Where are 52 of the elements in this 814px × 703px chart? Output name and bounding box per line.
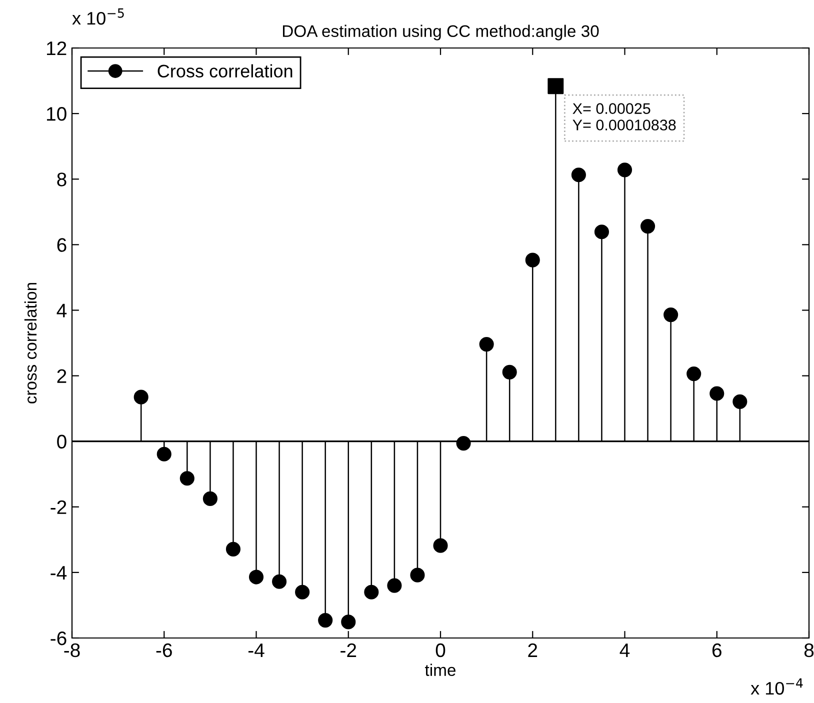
y-tick-label: 6 [57,238,66,252]
x-tick-label: -4 [248,644,264,657]
x-tick-label: -6 [156,643,172,658]
x-tick-label: 6 [712,643,722,658]
point [710,386,724,401]
y-tick-label: 12 [46,41,66,56]
point [664,308,678,322]
point [272,574,287,589]
x-tick-label: -2 [340,643,356,657]
point [640,219,656,234]
x-tick-label: 4 [620,644,630,657]
text: x 10$^{−4}$ [750,678,803,695]
y-tick-label: -4 [50,566,67,580]
annotation: X= 0.00025 Y= 0.00010838 [572,103,676,130]
y-tick-label: -6 [50,631,66,646]
y-tick-label: 0 [57,434,66,449]
point [525,252,540,268]
y-tick-label: 10 [46,107,66,121]
chart-title: DOA estimation using CC method:angle 30 [282,24,599,40]
legend-label: Cross correlation [158,64,292,78]
point [318,613,333,628]
point [248,570,264,584]
point [617,162,632,178]
point [180,471,194,486]
point [364,584,379,600]
x-axis-title: time [425,664,456,676]
point [479,337,494,352]
x-tick-label: 2 [528,643,538,657]
point [226,542,240,556]
point [134,390,148,404]
point [686,366,702,382]
point [456,436,471,451]
x-tick-label: 8 [804,643,814,658]
point [571,168,586,182]
point [410,568,425,582]
point [295,584,310,600]
point [202,491,218,506]
point [502,364,517,380]
point [433,538,448,553]
point [156,446,172,462]
point [594,224,609,240]
y-tick-label: 4 [56,304,67,318]
point [732,394,748,409]
y-axis-title: cross correlation [24,282,37,404]
y-tick-label: 2 [57,369,66,383]
point [341,614,356,630]
x-tick-label: 0 [436,643,446,658]
y-tick-label: 8 [57,172,66,186]
text: x 10$^{−5}$ [72,8,124,25]
point [387,578,402,593]
y-tick-label: -2 [50,500,66,514]
x-tick-label: -8 [64,643,80,658]
